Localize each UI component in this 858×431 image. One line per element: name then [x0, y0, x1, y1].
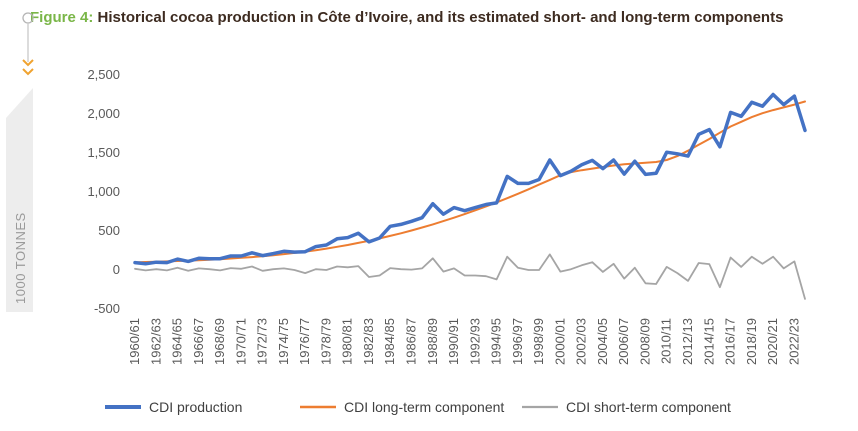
- x-tick-label: 2020/21: [765, 318, 780, 365]
- chevron-down-icon-2: [22, 68, 34, 76]
- x-tick-label: 1984/85: [382, 318, 397, 365]
- y-tick-label: 2,000: [87, 106, 120, 121]
- x-tick-label: 1986/87: [404, 318, 419, 365]
- figure-marker-circle: [22, 12, 34, 24]
- x-tick-label: 1978/79: [318, 318, 333, 365]
- x-axis-ticks: 1960/61 1962/63 1964/65 1966/67 1968/69 1970/…: [127, 318, 801, 365]
- y-tick-label: 500: [98, 223, 120, 238]
- y-tick-label: 2,500: [87, 67, 120, 82]
- x-tick-label: 2002/03: [574, 318, 589, 365]
- y-tick-label: 1,500: [87, 145, 120, 160]
- legend-label: CDI short-term component: [566, 399, 731, 415]
- x-tick-label: 1992/93: [467, 318, 482, 365]
- series-layer: [133, 92, 807, 300]
- x-tick-label: 2016/17: [723, 318, 738, 365]
- x-tick-label: 2014/15: [701, 318, 716, 365]
- legend-label: CDI long-term component: [344, 399, 504, 415]
- x-tick-label: 1968/69: [212, 318, 227, 365]
- y-tick-label: -500: [94, 301, 120, 316]
- figure-title: Figure 4: Historical cocoa production in…: [30, 9, 783, 26]
- x-tick-label: 1970/71: [233, 318, 248, 365]
- y-axis-ticks: -500 0 500 1,000 1,500 2,000 2,500: [87, 67, 120, 316]
- figure-label: Figure 4:: [30, 9, 94, 26]
- chevron-down-icon: [22, 59, 34, 67]
- x-tick-label: 2008/09: [637, 318, 652, 365]
- x-tick-label: 2006/07: [616, 318, 631, 365]
- legend: CDI production CDI long-term component CDI…: [105, 399, 731, 415]
- x-tick-label: 1964/65: [170, 318, 185, 365]
- x-tick-label: 2022/23: [786, 318, 801, 365]
- series-line-cdi-production: [133, 92, 807, 266]
- x-tick-label: 2000/01: [552, 318, 567, 365]
- x-tick-label: 1976/77: [297, 318, 312, 365]
- x-tick-label: 1962/63: [148, 318, 163, 365]
- y-tick-label: 0: [113, 262, 120, 277]
- series-line-cdi-short-term-component: [134, 253, 806, 300]
- figure-title-text: Historical cocoa production in Côte d’Iv…: [97, 9, 784, 26]
- series-line-cdi-long-term-component: [134, 100, 806, 264]
- x-tick-label: 1996/97: [510, 318, 525, 365]
- x-tick-label: 1960/61: [127, 318, 142, 365]
- side-ribbon: [6, 88, 33, 312]
- x-tick-label: 1982/83: [361, 318, 376, 365]
- x-tick-label: 2004/05: [595, 318, 610, 365]
- x-tick-label: 1998/99: [531, 318, 546, 365]
- x-tick-label: 2018/19: [744, 318, 759, 365]
- y-axis-unit-label: 1000 TONNES: [13, 212, 28, 304]
- y-tick-label: 1,000: [87, 184, 120, 199]
- x-tick-label: 1972/73: [255, 318, 270, 365]
- x-tick-label: 1990/91: [446, 318, 461, 365]
- x-tick-label: 1966/67: [191, 318, 206, 365]
- x-tick-label: 1974/75: [276, 318, 291, 365]
- x-tick-label: 1994/95: [489, 318, 504, 365]
- x-tick-label: 2012/13: [680, 318, 695, 365]
- legend-label: CDI production: [149, 399, 242, 415]
- x-tick-label: 2010/11: [659, 318, 674, 364]
- x-tick-label: 1980/81: [340, 318, 355, 365]
- x-tick-label: 1988/89: [425, 318, 440, 365]
